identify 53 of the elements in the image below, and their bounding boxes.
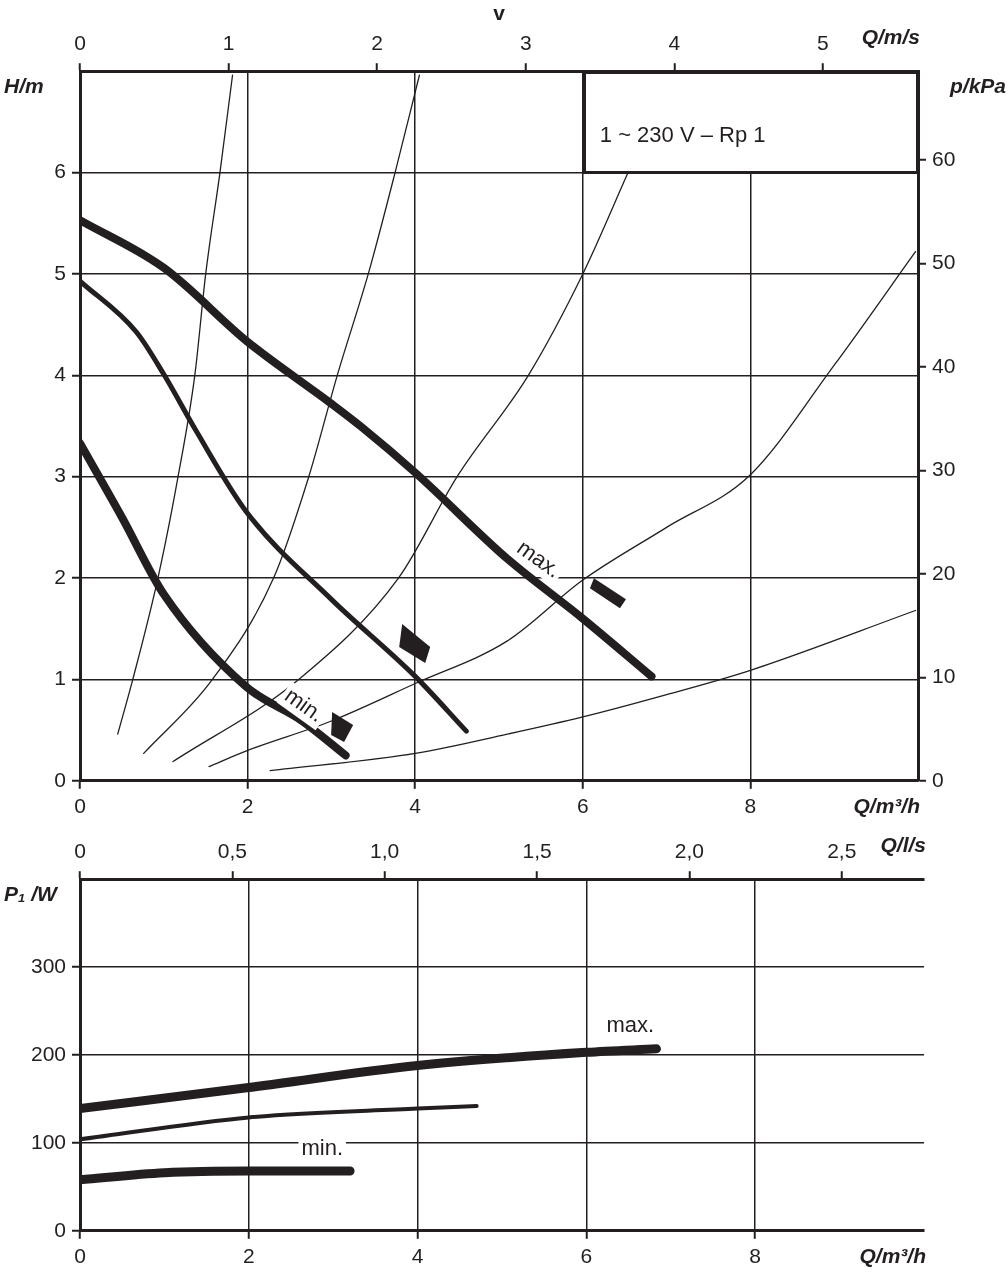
x-axis-title: Q/m³/h <box>859 1243 926 1267</box>
y-tick-label: 6 <box>54 159 66 183</box>
y2-tick-label: 20 <box>932 560 956 584</box>
annotation: min. <box>301 1135 344 1161</box>
x2-tick-label: 4 <box>668 31 681 55</box>
y-tick-label: 4 <box>54 362 67 386</box>
x2-tick-label: 0 <box>74 31 86 55</box>
x-tick-label: 6 <box>580 1244 593 1268</box>
x-tick-label: 2 <box>241 794 254 818</box>
x-tick-label: 0 <box>74 794 86 818</box>
x-tick-label: 4 <box>411 1244 424 1268</box>
y-tick-label: 0 <box>54 1217 66 1241</box>
y-tick-label: 3 <box>54 463 66 487</box>
x2-tick-label: 0 <box>74 839 86 863</box>
x-tick-label: 4 <box>409 794 422 818</box>
y-tick-label: 5 <box>54 260 66 284</box>
annotation: min. <box>280 682 329 727</box>
text: v <box>493 0 506 24</box>
y-tick-label: 1 <box>54 666 66 690</box>
info-box: 1 ~ 230 V – Rp 1 <box>582 71 920 175</box>
y2-tick-label: 10 <box>932 664 956 688</box>
y-tick-label: 2 <box>54 564 66 588</box>
annotation: max. <box>606 1012 655 1038</box>
x2-tick-label: 2,5 <box>827 839 857 863</box>
x-axis-title: Q/m³/h <box>853 793 920 817</box>
y2-tick-label: 50 <box>932 250 956 274</box>
x2-tick-label: 2,0 <box>674 839 704 863</box>
x-tick-label: 8 <box>749 1244 762 1268</box>
y2-tick-label: 30 <box>932 457 956 481</box>
x2-tick-label: 1 <box>222 31 235 55</box>
x2-axis-title: Q/m/s <box>861 24 920 48</box>
x2-tick-label: 3 <box>519 31 532 55</box>
x2-tick-label: 2 <box>371 31 384 55</box>
y2-axis-title: p/kPa <box>948 74 1007 97</box>
x2-tick-label: 5 <box>817 31 829 55</box>
x-tick-label: 8 <box>744 794 757 818</box>
y2-tick-label: 40 <box>932 353 956 377</box>
x-tick-label: 6 <box>576 794 589 818</box>
y-tick-label: 100 <box>30 1129 66 1153</box>
y-axis-title: P₁ /W <box>4 882 60 905</box>
x2-axis-title: Q/l/s <box>880 832 926 856</box>
x-tick-label: 2 <box>242 1244 255 1268</box>
x2-tick-label: 1,5 <box>522 839 552 863</box>
x2-tick-label: 0,5 <box>217 839 247 863</box>
y-tick-label: 200 <box>30 1041 66 1065</box>
y-tick-label: 0 <box>54 767 66 791</box>
y2-tick-label: 0 <box>932 767 944 791</box>
annotation: max. <box>512 534 566 583</box>
y-tick-label: 300 <box>30 953 66 977</box>
y2-tick-label: 60 <box>932 146 956 170</box>
x-tick-label: 0 <box>74 1244 86 1268</box>
x2-tick-label: 1,0 <box>370 839 400 863</box>
y-axis-title: H/m <box>4 74 44 97</box>
